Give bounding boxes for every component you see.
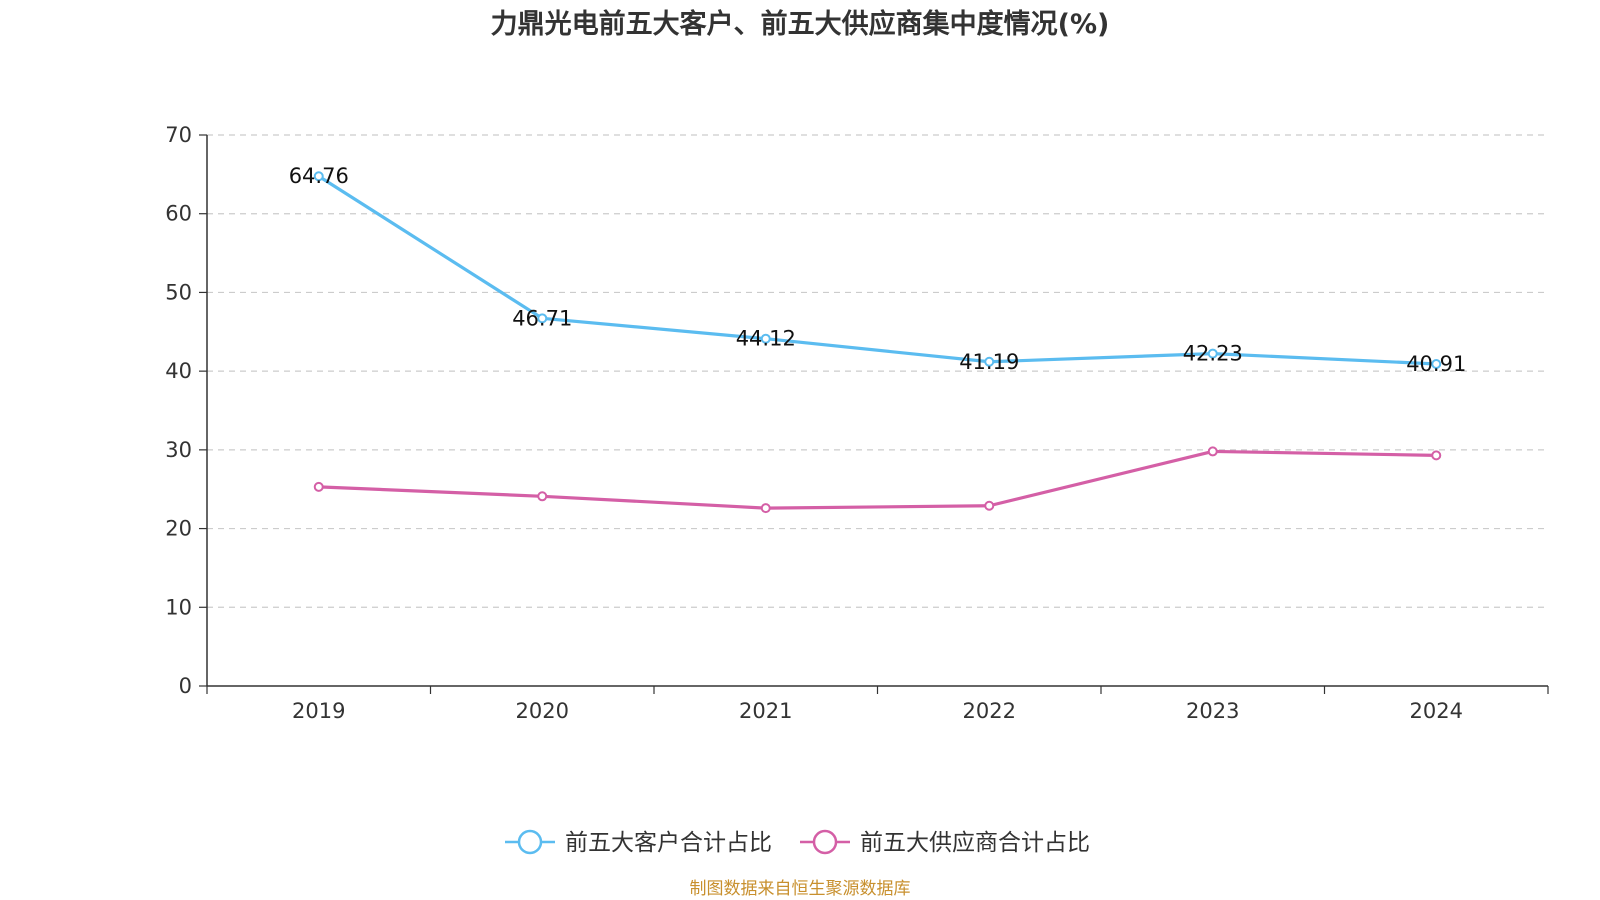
data-label: 46.71 xyxy=(512,306,572,330)
x-tick-label: 2023 xyxy=(1186,699,1239,723)
y-tick-label: 10 xyxy=(165,595,192,619)
y-tick-label: 40 xyxy=(165,359,192,383)
data-point[interactable] xyxy=(984,356,995,367)
series-line-0 xyxy=(317,174,1437,366)
y-tick-label: 60 xyxy=(165,202,192,226)
legend-label-0[interactable]: 前五大客户合计占比 xyxy=(565,830,772,856)
series-line-1 xyxy=(318,449,1437,510)
y-tick-label: 0 xyxy=(179,674,192,698)
data-label: 42.23 xyxy=(1183,342,1243,366)
x-tick-label: 2019 xyxy=(292,699,345,723)
series-layer xyxy=(313,171,1442,514)
y-tick-label: 70 xyxy=(165,123,192,147)
data-label: 40.91 xyxy=(1406,352,1466,376)
data-label: 41.19 xyxy=(959,350,1019,374)
x-tick-label: 2021 xyxy=(739,699,792,723)
chart-title: 力鼎光电前五大客户、前五大供应商集中度情况(%) xyxy=(491,8,1110,40)
data-point[interactable] xyxy=(1431,358,1442,369)
data-point[interactable] xyxy=(760,333,771,344)
y-tick-label: 30 xyxy=(165,438,192,462)
x-tick-label: 2024 xyxy=(1410,699,1463,723)
data-point[interactable] xyxy=(984,500,995,511)
data-label: 64.76 xyxy=(289,164,349,188)
x-tick-label: 2022 xyxy=(963,699,1016,723)
data-point[interactable] xyxy=(313,481,324,492)
y-tick-label: 50 xyxy=(165,280,192,304)
legend-marker-1 xyxy=(812,829,838,855)
legend-marker-0 xyxy=(517,829,543,855)
x-tick-label: 2020 xyxy=(516,699,569,723)
grid-lines xyxy=(207,134,1548,608)
data-point[interactable] xyxy=(1207,348,1218,359)
data-point[interactable] xyxy=(1207,446,1218,457)
data-labels: 64.76 46.71 44.12 41.19 42.23 40.91 xyxy=(289,164,1467,376)
y-tick-label: 20 xyxy=(165,517,192,541)
data-point[interactable] xyxy=(1431,450,1442,461)
data-point[interactable] xyxy=(537,313,548,324)
data-label: 44.12 xyxy=(736,327,796,351)
data-point[interactable] xyxy=(537,491,548,502)
source-note: 制图数据来自恒生聚源数据库 xyxy=(690,879,911,899)
data-point[interactable] xyxy=(313,171,324,182)
legend-label-1[interactable]: 前五大供应商合计占比 xyxy=(860,830,1090,856)
axes: 0 10 20 30 40 50 60 70 2019 2020 2021 2022 2023 2024 xyxy=(165,123,1549,723)
data-point[interactable] xyxy=(760,503,771,514)
legend[interactable]: 前五大客户合计占比 前五大供应商合计占比 xyxy=(505,829,1090,856)
